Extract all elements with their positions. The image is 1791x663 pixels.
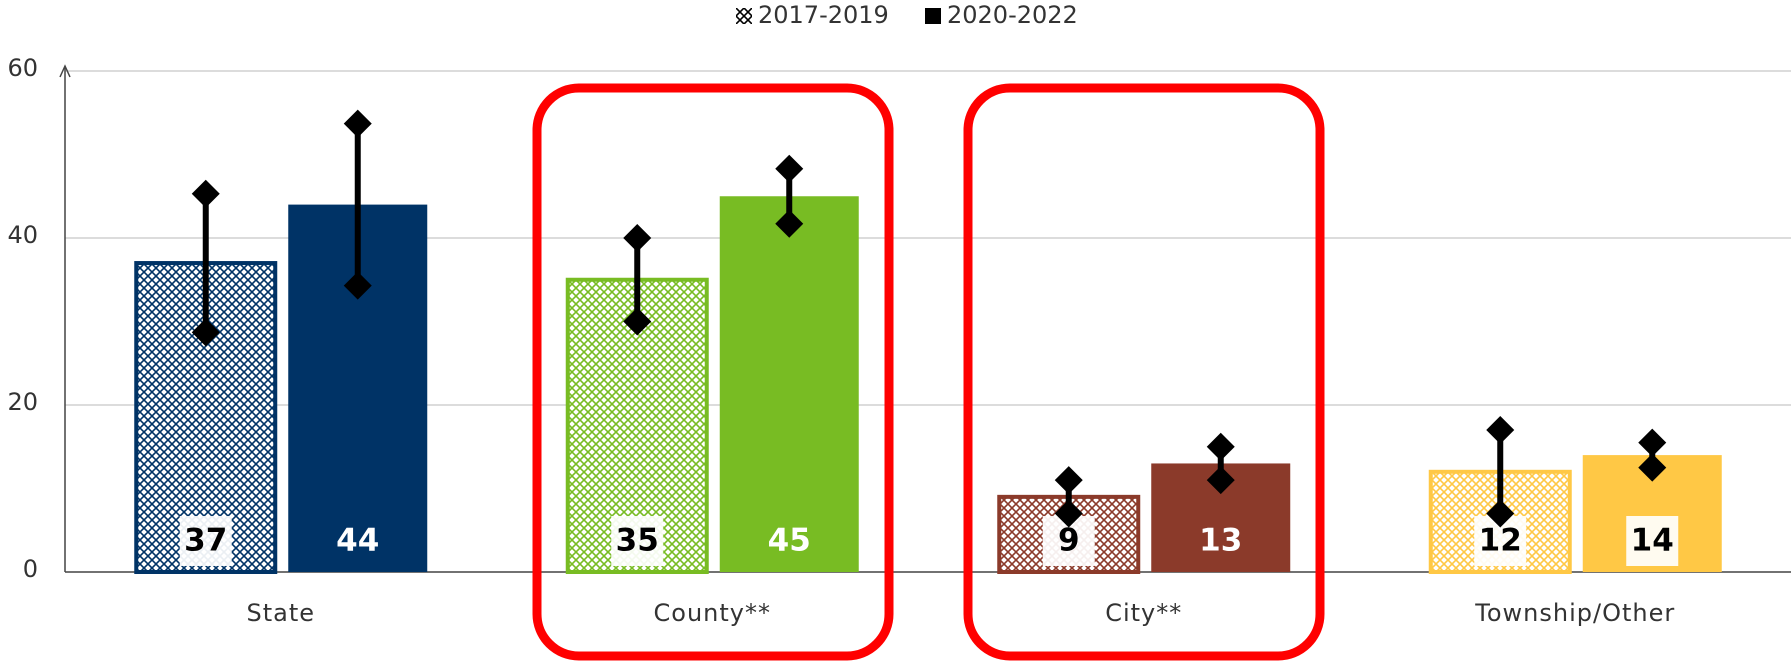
value-label-box [179, 516, 232, 566]
error-cap [623, 307, 652, 336]
y-axis-arrow [59, 64, 71, 78]
error-cap [1638, 453, 1667, 482]
error-cap [623, 224, 652, 252]
value-label-box [611, 516, 664, 566]
y-tick-label: 0 [23, 555, 38, 583]
bar [719, 196, 859, 572]
value-label-box [1626, 516, 1679, 566]
error-bar [1054, 466, 1083, 528]
error-cap [1206, 466, 1235, 495]
value-label: 45 [768, 523, 811, 559]
legend-label: 2017-2019 [758, 1, 889, 29]
error-cap [775, 209, 804, 238]
x-tick-label: County** [654, 599, 771, 627]
value-label: 13 [1199, 523, 1242, 559]
error-cap [1638, 428, 1667, 457]
value-label: 44 [336, 523, 379, 559]
y-tick-label: 60 [7, 54, 38, 82]
error-cap [191, 179, 220, 208]
error-cap [1206, 432, 1235, 461]
value-label: 35 [616, 523, 659, 559]
highlight-box [963, 83, 1325, 661]
error-cap [343, 271, 372, 300]
legend-label: 2020-2022 [947, 1, 1078, 29]
error-bar [343, 109, 372, 300]
value-label: 37 [184, 523, 227, 559]
error-bar [1486, 416, 1515, 528]
y-tick-label: 20 [7, 388, 38, 416]
error-bar [191, 179, 220, 347]
value-label: 12 [1479, 523, 1522, 559]
highlight-box [532, 83, 894, 661]
x-tick-label: Township/Other [1474, 599, 1675, 627]
legend-swatch [736, 8, 752, 24]
error-cap [1486, 416, 1515, 445]
y-tick-label: 40 [7, 221, 38, 249]
error-cap [775, 154, 804, 183]
x-tick-label: City** [1105, 599, 1182, 627]
error-bar [775, 154, 804, 238]
value-label: 14 [1631, 523, 1674, 559]
error-bar [1206, 432, 1235, 495]
error-cap [1054, 499, 1083, 528]
x-tick-label: State [246, 599, 315, 627]
error-bar [1638, 428, 1667, 482]
error-cap [191, 318, 220, 347]
error-cap [1486, 499, 1515, 528]
error-cap [343, 109, 372, 138]
error-bar [623, 224, 652, 336]
error-cap [1054, 466, 1083, 495]
legend-swatch [925, 8, 941, 24]
value-label: 9 [1058, 523, 1080, 559]
